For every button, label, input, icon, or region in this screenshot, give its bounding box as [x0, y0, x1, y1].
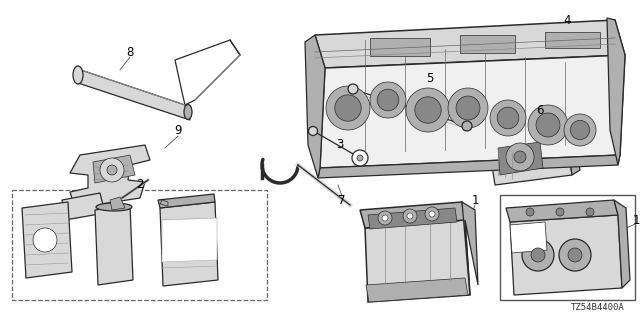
Circle shape — [514, 151, 526, 163]
Polygon shape — [368, 208, 457, 229]
Circle shape — [378, 211, 392, 225]
Polygon shape — [175, 40, 240, 105]
Circle shape — [100, 158, 124, 182]
Polygon shape — [565, 123, 580, 175]
Circle shape — [497, 107, 519, 129]
Circle shape — [536, 113, 560, 137]
Polygon shape — [22, 202, 72, 278]
Polygon shape — [462, 202, 478, 295]
Polygon shape — [506, 200, 618, 222]
Polygon shape — [607, 18, 625, 165]
Circle shape — [107, 165, 117, 175]
Circle shape — [522, 239, 554, 271]
Circle shape — [326, 86, 370, 130]
Circle shape — [407, 213, 413, 219]
Polygon shape — [160, 200, 168, 206]
Polygon shape — [366, 278, 468, 302]
Circle shape — [564, 114, 596, 146]
Circle shape — [425, 207, 439, 221]
Ellipse shape — [184, 105, 192, 119]
Text: 4: 4 — [563, 13, 571, 27]
Polygon shape — [510, 222, 547, 253]
Polygon shape — [160, 202, 218, 286]
Circle shape — [506, 143, 534, 171]
Ellipse shape — [348, 84, 358, 94]
Circle shape — [490, 100, 526, 136]
Text: 10: 10 — [632, 213, 640, 227]
Bar — [370, 38, 430, 56]
Polygon shape — [485, 115, 565, 140]
Text: 9: 9 — [174, 124, 182, 137]
Circle shape — [370, 82, 406, 118]
Text: TZ54B4400A: TZ54B4400A — [572, 303, 625, 312]
Bar — [12, 190, 267, 300]
Polygon shape — [365, 220, 470, 302]
Polygon shape — [95, 205, 133, 285]
Circle shape — [559, 239, 591, 271]
Bar — [500, 195, 635, 300]
Circle shape — [377, 89, 399, 111]
Polygon shape — [75, 68, 190, 120]
Ellipse shape — [462, 121, 472, 131]
Ellipse shape — [96, 203, 132, 211]
Circle shape — [403, 209, 417, 223]
Polygon shape — [305, 35, 325, 178]
Circle shape — [556, 208, 564, 216]
Polygon shape — [488, 128, 572, 185]
Circle shape — [335, 95, 361, 121]
Text: 7: 7 — [339, 194, 346, 206]
Ellipse shape — [308, 126, 317, 135]
Circle shape — [357, 155, 363, 161]
Polygon shape — [70, 145, 150, 208]
Polygon shape — [62, 193, 105, 220]
Circle shape — [382, 215, 388, 221]
Circle shape — [528, 105, 568, 145]
Circle shape — [570, 120, 589, 140]
Circle shape — [568, 248, 582, 262]
Circle shape — [448, 88, 488, 128]
Text: 5: 5 — [426, 71, 434, 84]
Polygon shape — [162, 218, 217, 262]
Text: 1: 1 — [471, 194, 479, 206]
Circle shape — [456, 96, 480, 120]
Circle shape — [531, 248, 545, 262]
Circle shape — [586, 208, 594, 216]
Ellipse shape — [73, 66, 83, 84]
Circle shape — [406, 88, 450, 132]
Bar — [460, 35, 515, 53]
Polygon shape — [318, 155, 620, 178]
Polygon shape — [614, 200, 630, 288]
Text: 3: 3 — [336, 139, 344, 151]
Bar — [545, 32, 600, 48]
Polygon shape — [360, 202, 465, 228]
Text: 2: 2 — [136, 179, 144, 191]
Text: 8: 8 — [126, 45, 134, 59]
Polygon shape — [315, 20, 625, 68]
Circle shape — [429, 211, 435, 217]
Circle shape — [415, 97, 441, 123]
Circle shape — [526, 208, 534, 216]
Polygon shape — [110, 197, 125, 210]
Text: 6: 6 — [536, 103, 544, 116]
Polygon shape — [158, 194, 215, 208]
Circle shape — [352, 150, 368, 166]
Polygon shape — [320, 55, 625, 168]
Polygon shape — [510, 215, 622, 295]
Circle shape — [33, 228, 57, 252]
Polygon shape — [498, 142, 543, 175]
Polygon shape — [93, 155, 135, 183]
